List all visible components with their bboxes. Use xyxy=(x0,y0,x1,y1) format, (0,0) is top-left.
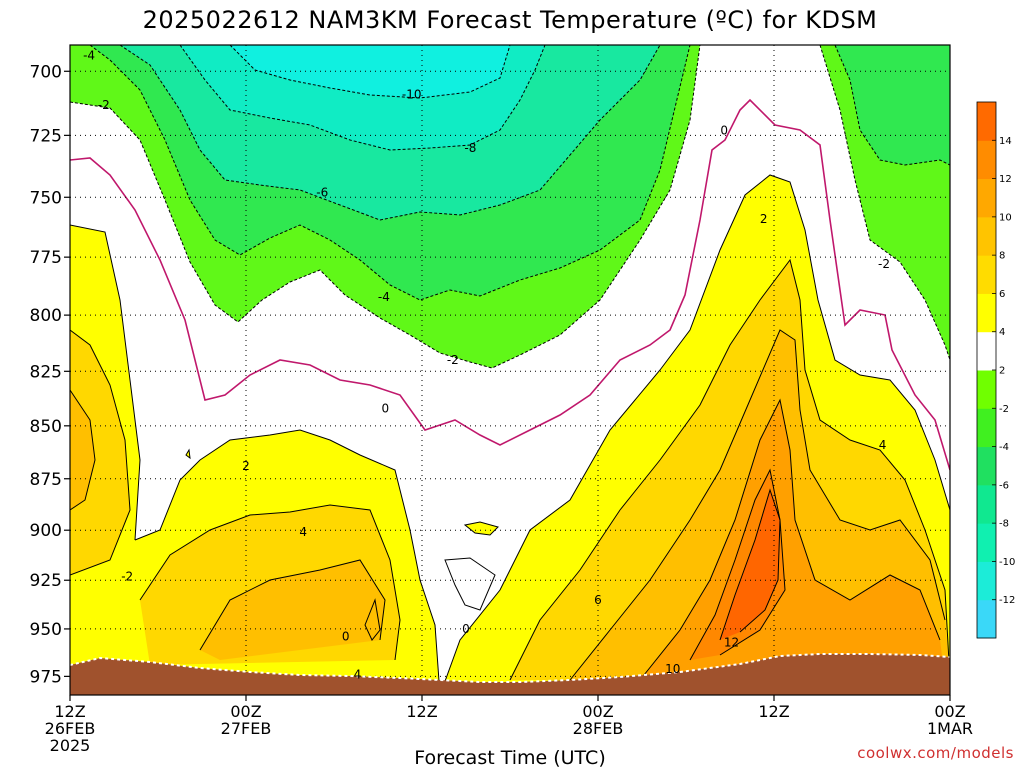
plot-frame xyxy=(69,44,951,696)
colorbar-segment xyxy=(977,599,996,639)
contour-label: 0 xyxy=(382,402,390,416)
positive-contour-lines xyxy=(70,174,950,695)
colorbar-segment xyxy=(977,523,996,562)
contour-label: 2 xyxy=(760,212,768,226)
x-tick-label: 12Z xyxy=(54,702,85,721)
y-axis: 700 725 750 775 800 825 850 875 900 925 950 975 xyxy=(30,62,70,687)
chart-title: 2025022612 NAM3KM Forecast Temperature (… xyxy=(143,6,878,34)
colorbar: 14 12 10 8 6 4 2 -2 -4 -6 -8 -10 -12 xyxy=(976,101,1015,639)
colorbar-segment xyxy=(977,102,996,141)
contour-label: 10 xyxy=(665,662,680,676)
contour-label: 4 xyxy=(879,438,887,452)
contour-label: 12 xyxy=(724,635,739,649)
contour-label: -2 xyxy=(98,98,110,112)
contour-label: -2 xyxy=(447,353,459,367)
colorbar-segment xyxy=(977,370,996,409)
y-tick-label: 875 xyxy=(30,470,62,490)
x-tick-label: 12Z xyxy=(406,702,437,721)
colorbar-segment xyxy=(977,140,996,180)
y-tick-label: 800 xyxy=(30,306,62,326)
contour-label: 0 xyxy=(462,622,470,636)
y-tick-label: 900 xyxy=(30,521,62,541)
filled-band-plus-6 xyxy=(70,390,95,510)
y-tick-label: 775 xyxy=(30,248,62,268)
colorbar-tick-label: -4 xyxy=(999,442,1009,453)
contour-label: 0 xyxy=(342,630,350,644)
y-tick-label: 975 xyxy=(30,667,62,687)
colorbar-segment xyxy=(977,408,996,448)
y-tick-label: 850 xyxy=(30,417,62,437)
x-tick-label: 28FEB xyxy=(573,719,624,738)
x-axis-title: Forecast Time (UTC) xyxy=(414,747,605,768)
y-tick-label: 825 xyxy=(30,362,62,382)
y-tick-label: 700 xyxy=(30,62,62,82)
contour-label: -4 xyxy=(83,49,95,63)
contour-label: -8 xyxy=(464,141,476,155)
colorbar-tick-label: -2 xyxy=(999,404,1009,415)
plot-area: -4 -2 -10 -8 -6 -4 -2 0 0 2 -2 2 4 -2 0 0 4 6 12 10 4 xyxy=(70,45,950,695)
x-tick-label: 2025 xyxy=(50,736,91,755)
negative-contour-lines xyxy=(70,45,950,369)
grid-lines xyxy=(70,45,950,695)
colorbar-tick-label: 6 xyxy=(999,289,1005,300)
colorbar-segment xyxy=(977,484,996,524)
colorbar-segment xyxy=(977,255,996,294)
colorbar-tick-label: 14 xyxy=(999,136,1012,147)
x-tick-label: 26FEB xyxy=(45,719,96,738)
colorbar-segment xyxy=(977,331,996,371)
x-tick-label: 00Z xyxy=(582,702,613,721)
colorbar-tick-label: -10 xyxy=(999,557,1015,568)
filled-band-plus-12 xyxy=(720,490,780,640)
colorbar-tick-label: -8 xyxy=(999,519,1009,530)
x-tick-label: 27FEB xyxy=(221,719,272,738)
y-tick-label: 950 xyxy=(30,620,62,640)
contour-label: -6 xyxy=(316,185,328,199)
contour-label: 2 xyxy=(242,459,250,473)
filled-band-plus-4 xyxy=(70,330,130,575)
contour-label: 4 xyxy=(354,667,362,681)
contour-label: -4 xyxy=(378,290,390,304)
contour-label: -2 xyxy=(121,569,133,583)
contour-label: 4 xyxy=(299,525,307,539)
colorbar-tick-label: -6 xyxy=(999,480,1009,491)
colorbar-tick-label: 12 xyxy=(999,174,1012,185)
x-tick-label: 00Z xyxy=(934,702,965,721)
x-tick-label: 1MAR xyxy=(927,719,973,738)
x-tick-label: 00Z xyxy=(230,702,261,721)
colorbar-tick-label: -12 xyxy=(999,595,1015,606)
colorbar-segment xyxy=(977,446,996,486)
colorbar-segment xyxy=(977,178,996,218)
contour-label: 0 xyxy=(720,123,728,137)
colorbar-tick-label: 4 xyxy=(999,327,1005,338)
credit-text: coolwx.com/models xyxy=(857,744,1014,762)
colorbar-segment xyxy=(977,561,996,601)
contour-label: -10 xyxy=(402,88,422,102)
y-tick-label: 750 xyxy=(30,188,62,208)
colorbar-segment xyxy=(977,216,996,256)
y-tick-label: 925 xyxy=(30,571,62,591)
colorbar-tick-label: 10 xyxy=(999,212,1012,223)
terrain-ground xyxy=(70,654,950,695)
colorbar-tick-label: 8 xyxy=(999,251,1005,262)
contour-labels: -4 -2 -10 -8 -6 -4 -2 0 0 2 -2 2 4 -2 0 0 4 6 12 10 4 xyxy=(83,49,890,682)
contour-label: 6 xyxy=(594,593,602,607)
filled-band-plus-8 xyxy=(640,400,945,680)
colorbar-segment xyxy=(977,293,996,333)
x-tick-label: 12Z xyxy=(758,702,789,721)
contour-label: -2 xyxy=(878,257,890,271)
y-tick-label: 725 xyxy=(30,126,62,146)
colorbar-tick-label: 2 xyxy=(999,366,1005,377)
freezing-line xyxy=(70,98,950,471)
